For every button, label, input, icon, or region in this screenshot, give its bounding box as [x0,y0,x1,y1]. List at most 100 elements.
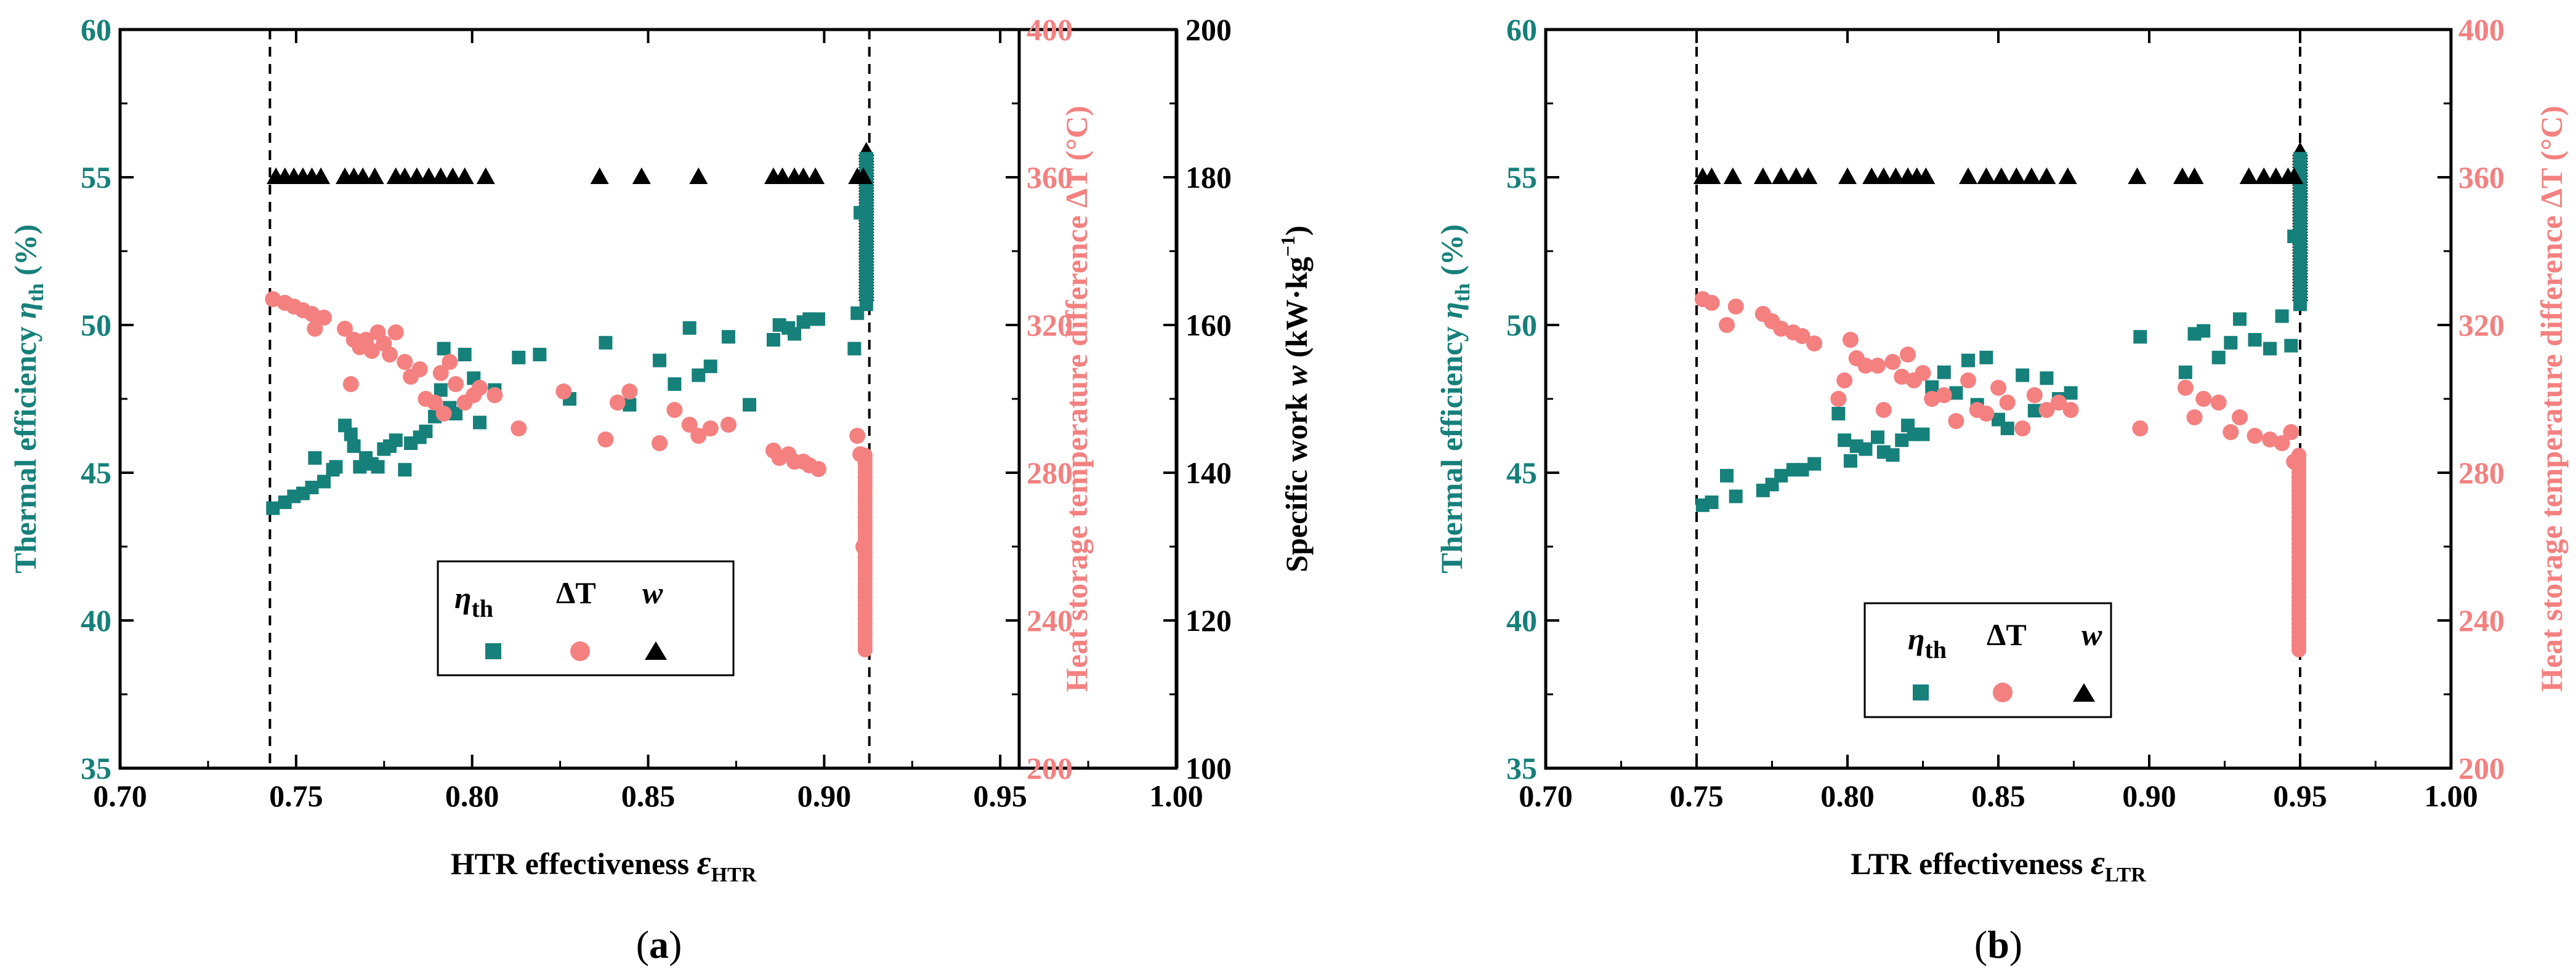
panel-b-w-mark [2185,167,2204,184]
panel-b-x-axis-label: LTR effectiveness εLTR [1851,844,2146,886]
panel-b-left-tick-label: 60 [1506,12,1537,47]
panel-a-eta-mark [692,368,706,382]
panel-b-left-axis-label: Thermal efficiency ηth (%) [1434,224,1474,573]
panel-b-w-mark [2022,167,2041,184]
panel-a-x-axis-label: HTR effectiveness εHTR [451,844,757,886]
panel-b-eta-mark [1705,496,1719,509]
panel-b-dt-mark [2210,395,2227,411]
panel-b-eta-mark [2016,368,2030,382]
panel-b-dt-mark [1936,387,1952,403]
panel-a-x-tick-label: 0.95 [973,779,1027,813]
panel-b-dt-mark [1884,354,1901,370]
panel-a-eta-mark [854,206,868,220]
panel-b-w-mark [1772,167,1791,184]
panel-a-dt-mark [702,420,719,436]
panel-a-right2-ticks: 100 120 140 160 180 200 [1163,12,1232,785]
panel-b-eta-mark [2263,342,2277,356]
panel-a-eta-mark [668,377,682,391]
panel-b-x-tick-label: 0.90 [2122,779,2176,813]
panel-b-legend-dt-marker [1993,683,2013,702]
panel-a-x-tick-label: 1.00 [1149,779,1203,813]
panel-b-w-mark [1723,167,1742,184]
panel-b-right-tick-label: 400 [2458,12,2505,47]
panel-a-w-mark [395,167,414,184]
panel-a-w-mark [689,167,708,184]
panel-a-w-mark [455,167,474,184]
panel-a-dt-mark [810,461,826,477]
panel-a-dt-mark [555,383,572,399]
panel-b-w-mark [2173,167,2192,184]
panel-b-eta-mark [1949,386,1963,400]
panel-a-w-mark [794,167,813,184]
panel-b-dt-mark [1830,391,1847,407]
panel-b-dt-mark [1924,391,1940,407]
panel-a-dt-mark [609,395,626,411]
panel-b-w-mark [2239,167,2258,184]
panel-a-legend-w: w [642,576,663,610]
panel-b-left-tick-label: 50 [1506,308,1537,342]
panel-a-left-tick-label: 40 [81,603,111,638]
panel-a-eta-mark [419,424,433,438]
panel-a-dt-mark [855,539,871,555]
panel-b-dt-mark [2232,409,2248,425]
panel-a-x-tick-label: 0.80 [445,779,499,813]
panel-b-dt-mark [1990,380,2006,396]
panel-b-w-mark [2007,167,2026,184]
panel-b-dt-mark [2283,424,2299,440]
panel-a-eta-mark [811,312,825,326]
panel-b-legend-w-marker [2073,683,2095,702]
panel-a-eta-mark [317,475,331,489]
panel-b: 0.70 0.75 0.80 0.85 0.90 0.95 1.00 35 40 45 50 55 6… [1434,12,2569,966]
panel-b-eta-mark [2284,339,2298,353]
panel-b-x-tick-label: 0.95 [2273,779,2327,813]
panel-a-dt-mark [681,417,698,433]
panel-b-eta-mark [2000,422,2014,435]
panel-b-eta-mark [1895,433,1909,447]
panel-a-x-tick-label: 0.90 [797,779,852,813]
panel-b-eta-mark [1807,457,1822,471]
panel-b-dt-mark [1900,347,1916,363]
panel-b-w-mark [1916,167,1936,184]
panel-a-eta-mark [599,335,613,350]
panel-b-dt-mark [2038,402,2055,418]
panel-b-w-mark [1977,167,1996,184]
panel-b-eta-mark [2248,333,2262,347]
panel-a-dt-mark [690,428,707,444]
panel-a-eta-mark [703,359,717,374]
panel-a-dt-mark [652,435,668,451]
panel-b-dt-mark [1794,328,1811,344]
panel-b-x-tick-label: 0.85 [1971,779,2025,813]
panel-a-right2-tick-label: 180 [1185,160,1232,195]
panel-a-eta-mark [473,415,487,430]
panel-b-legend-w: w [2081,617,2102,652]
panel-b-eta-mark [2178,365,2192,379]
panel-a-dt-mark [666,402,683,418]
panel-b-eta-mark [1979,350,1993,364]
panel-b-eta-mark [1937,365,1951,379]
panel-a-eta-mark [305,481,319,494]
panel-a-dt-mark [411,361,428,377]
panel-b-dt-mark [2062,402,2079,418]
panel-b-right-tick-label: 200 [2458,751,2505,785]
panel-a-right-tick-label: 360 [1027,160,1073,195]
panel-a-left-tick-label: 45 [81,455,111,490]
panel-b-left-tick-label: 35 [1506,751,1537,785]
panel-a-dt-mark [621,383,638,399]
panel-a-left-ticks: 35 40 45 50 55 60 [81,12,134,785]
panel-b-w-mark [1753,167,1772,184]
panel-b-w-mark [2037,167,2056,184]
panel-b-dt-mark [1978,406,1995,422]
panel-a-right-tick-label: 400 [1027,12,1073,47]
panel-a-dt-mark [472,380,488,396]
panel-b-eta-cluster-mark [2293,151,2307,166]
panel-b-left-ticks: 35 40 45 50 55 60 [1506,12,1559,785]
panel-b-dt-mark [2177,380,2194,396]
panel-a-eta-mark [850,306,865,320]
panel-b-eta-mark [1886,448,1900,462]
panel-b-legend-box [1863,602,2112,718]
panel-b-dt-mark [1842,332,1859,348]
panel-b-w-mark [1862,167,1881,184]
panel-b-eta-mark [1795,463,1809,477]
